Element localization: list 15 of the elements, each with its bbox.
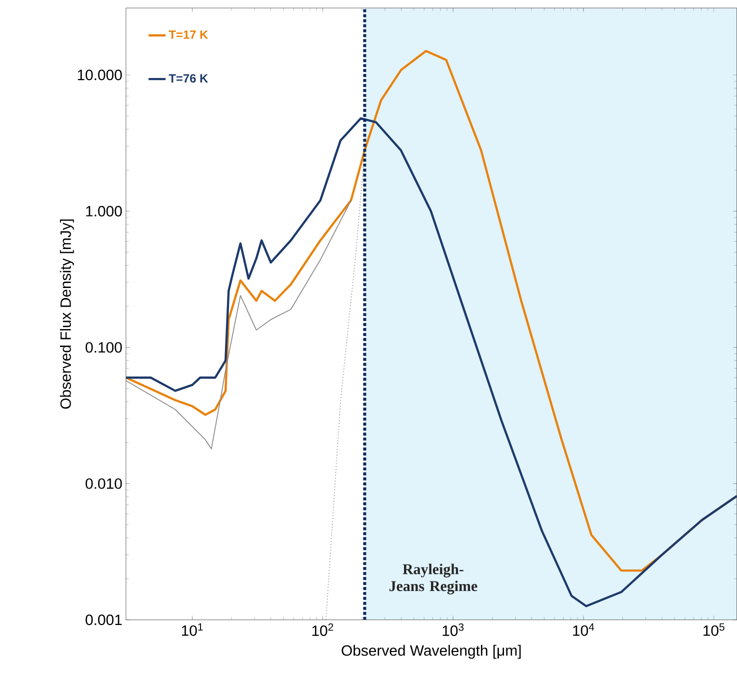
legend-label: T=17 K bbox=[168, 30, 208, 39]
band-label: Rayleigh-Jeans Regime bbox=[389, 564, 478, 594]
x-axis-title: Observed Wavelength [μm] bbox=[342, 644, 521, 659]
x-tick-label: 10$^{1}$ bbox=[182, 623, 203, 636]
x-tick-label: 10$^{4}$ bbox=[573, 623, 594, 636]
y-tick-label: 0.001 bbox=[86, 614, 122, 626]
x-tick-label: 10$^{3}$ bbox=[442, 623, 464, 636]
y-axis-title: Observed Flux Density [mJy] bbox=[60, 220, 74, 409]
y-tick-label: 1.000 bbox=[86, 206, 122, 217]
x-tick-label: 10$^{2}$ bbox=[312, 623, 334, 636]
x-tick-label: 10$^{5}$ bbox=[704, 623, 724, 636]
legend-label: T=76 K bbox=[168, 74, 208, 83]
y-tick-label: 0.010 bbox=[86, 478, 122, 489]
y-tick-label: 10.000 bbox=[78, 70, 122, 80]
y-tick-label: 0.100 bbox=[86, 342, 122, 353]
